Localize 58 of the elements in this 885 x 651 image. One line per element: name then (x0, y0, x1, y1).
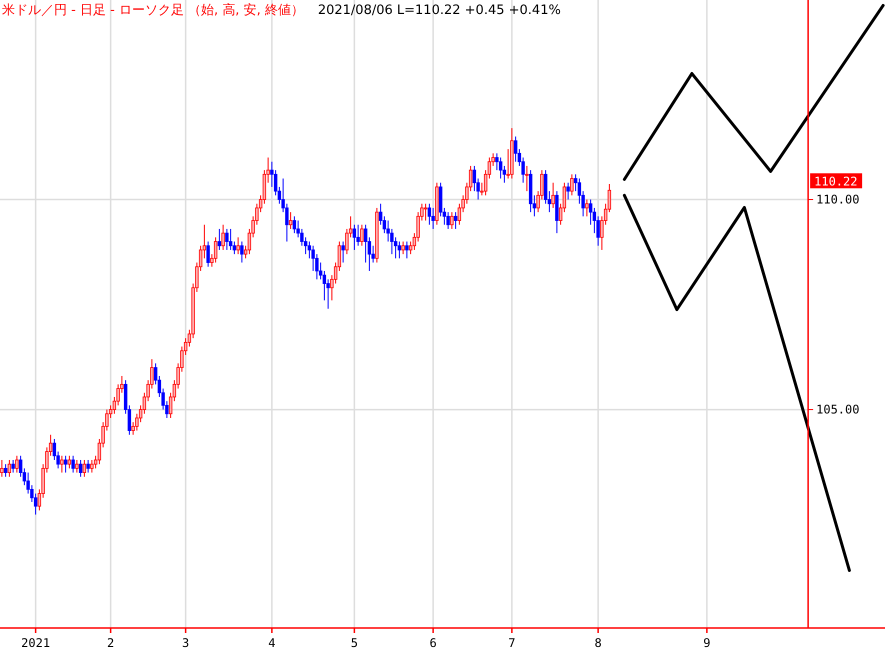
candlestick (15, 455, 19, 474)
candlestick (450, 212, 454, 230)
candlestick (206, 241, 210, 268)
candlestick (551, 182, 555, 208)
candlestick (4, 464, 8, 478)
candlestick (428, 203, 432, 226)
candlestick (398, 241, 402, 259)
candlestick (431, 207, 435, 230)
candlestick (341, 241, 345, 264)
candlestick (78, 459, 82, 478)
annotation: 110.22 (814, 174, 858, 188)
x-tick-label: 8 (594, 636, 602, 650)
y-tick-label: 105.00 (816, 402, 860, 417)
candlestick (11, 459, 15, 474)
x-tick-label: 2 (107, 636, 114, 650)
candlestick (401, 241, 405, 255)
candlestick (8, 459, 12, 478)
y-tick-label: 110.00 (816, 192, 860, 207)
candlestick (240, 241, 244, 264)
candlestick (71, 455, 75, 474)
candlestick (64, 455, 68, 474)
candlestick (514, 136, 518, 162)
candlestick (82, 459, 86, 478)
candlestick (68, 455, 72, 469)
x-tick-label: 7 (508, 636, 516, 650)
chart-subtitle: 2021/08/06 L=110.22 +0.45 +0.41% (318, 3, 561, 18)
candlestick (0, 459, 4, 478)
candlestick (446, 212, 450, 230)
candlestick (292, 216, 296, 234)
candlestick (566, 182, 570, 200)
candlestick (356, 224, 360, 246)
candlestick (225, 228, 229, 250)
x-tick-label: 4 (268, 636, 276, 650)
candlestick (75, 459, 79, 474)
x-tick-label: 9 (703, 636, 710, 650)
candlestick (585, 199, 589, 217)
candlestick (570, 174, 574, 196)
candlestick (424, 203, 428, 222)
candlestick (90, 459, 94, 474)
candlestick (498, 157, 502, 180)
candlestick (86, 459, 90, 474)
candlestick (525, 165, 529, 192)
candlestick (236, 236, 240, 255)
chart-title: 米ドル／円 - 日足 - ローソク足 （始, 高, 安, 終値） (2, 2, 304, 18)
candlestick (360, 224, 364, 246)
candlestick (454, 212, 458, 230)
candlestick (218, 228, 222, 250)
candlestick (352, 224, 356, 250)
x-tick-label: 2021 (21, 636, 50, 650)
x-tick-label: 6 (430, 636, 437, 650)
candlestick (60, 455, 64, 474)
x-tick-label: 3 (182, 636, 190, 650)
candlestick (228, 228, 232, 250)
x-tick-label: 5 (350, 636, 358, 650)
candlestick (288, 212, 292, 230)
candlestick (214, 236, 218, 264)
candlestick (221, 224, 225, 250)
candlestick (405, 241, 409, 259)
